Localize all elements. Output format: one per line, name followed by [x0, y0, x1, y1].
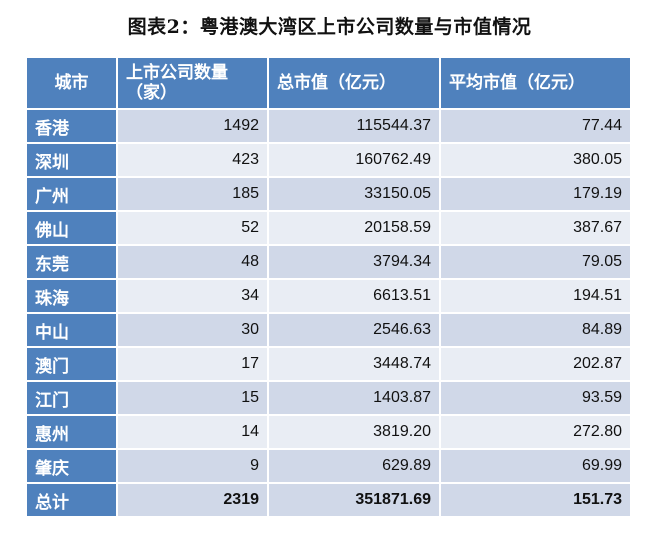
cell-total-market-value: 3794.34 [267, 244, 441, 280]
cell-city: 澳门 [25, 346, 118, 382]
table-row: 东莞 48 3794.34 79.05 [25, 244, 632, 280]
column-header-average-market-value: 平均市值（亿元） [439, 56, 632, 110]
table-row: 深圳 423 160762.49 380.05 [25, 142, 632, 178]
cell-city: 肇庆 [25, 448, 118, 484]
cell-average-market-value: 272.80 [439, 414, 632, 450]
cell-company-count: 48 [116, 244, 269, 280]
cell-city: 东莞 [25, 244, 118, 280]
cell-city: 江门 [25, 380, 118, 416]
cell-company-count: 1492 [116, 108, 269, 144]
column-header-company-count: 上市公司数量 （家） [116, 56, 269, 110]
table-row: 澳门 17 3448.74 202.87 [25, 346, 632, 382]
cell-average-market-value: 93.59 [439, 380, 632, 416]
cell-city: 中山 [25, 312, 118, 348]
figure-title: 图表2：粤港澳大湾区上市公司数量与市值情况 [127, 16, 532, 38]
cell-city: 佛山 [25, 210, 118, 246]
column-header-city: 城市 [25, 56, 118, 110]
table-header-row: 城市 上市公司数量 （家） 总市值（亿元） 平均市值（亿元） [25, 56, 632, 110]
table-row: 广州 185 33150.05 179.19 [25, 176, 632, 212]
cell-city: 香港 [25, 108, 118, 144]
cell-average-market-value: 77.44 [439, 108, 632, 144]
cell-total-market-value: 160762.49 [267, 142, 441, 178]
cell-city: 深圳 [25, 142, 118, 178]
total-cell-average-market-value: 151.73 [439, 482, 632, 518]
table-row: 肇庆 9 629.89 69.99 [25, 448, 632, 484]
cell-total-market-value: 1403.87 [267, 380, 441, 416]
cell-total-market-value: 115544.37 [267, 108, 441, 144]
cell-total-market-value: 2546.63 [267, 312, 441, 348]
cell-company-count: 9 [116, 448, 269, 484]
table-body: 香港 1492 115544.37 77.44 深圳 423 160762.49 380.05… [25, 108, 632, 518]
cell-city: 珠海 [25, 278, 118, 314]
cell-company-count: 14 [116, 414, 269, 450]
table-row: 珠海 34 6613.51 194.51 [25, 278, 632, 314]
cell-average-market-value: 179.19 [439, 176, 632, 212]
cell-company-count: 15 [116, 380, 269, 416]
cell-company-count: 423 [116, 142, 269, 178]
cell-average-market-value: 69.99 [439, 448, 632, 484]
total-cell-total-market-value: 351871.69 [267, 482, 441, 518]
market-cap-table: 城市 上市公司数量 （家） 总市值（亿元） 平均市值（亿元） 香港 1492 115… [25, 56, 632, 518]
cell-average-market-value: 79.05 [439, 244, 632, 280]
cell-average-market-value: 387.67 [439, 210, 632, 246]
cell-total-market-value: 3819.20 [267, 414, 441, 450]
table-row: 惠州 14 3819.20 272.80 [25, 414, 632, 450]
cell-city: 广州 [25, 176, 118, 212]
cell-average-market-value: 194.51 [439, 278, 632, 314]
table-total-row: 总计 2319 351871.69 151.73 [25, 482, 632, 518]
cell-company-count: 185 [116, 176, 269, 212]
cell-average-market-value: 380.05 [439, 142, 632, 178]
column-header-company-count-line2: （家） [126, 83, 177, 103]
cell-total-market-value: 3448.74 [267, 346, 441, 382]
column-header-total-market-value: 总市值（亿元） [267, 56, 441, 110]
cell-average-market-value: 84.89 [439, 312, 632, 348]
cell-city: 惠州 [25, 414, 118, 450]
cell-company-count: 34 [116, 278, 269, 314]
cell-total-market-value: 6613.51 [267, 278, 441, 314]
cell-total-market-value: 33150.05 [267, 176, 441, 212]
table-row: 佛山 52 20158.59 387.67 [25, 210, 632, 246]
cell-company-count: 30 [116, 312, 269, 348]
cell-company-count: 17 [116, 346, 269, 382]
table-row: 香港 1492 115544.37 77.44 [25, 108, 632, 144]
cell-total-market-value: 20158.59 [267, 210, 441, 246]
total-cell-company-count: 2319 [116, 482, 269, 518]
cell-total-market-value: 629.89 [267, 448, 441, 484]
table-row: 江门 15 1403.87 93.59 [25, 380, 632, 416]
cell-company-count: 52 [116, 210, 269, 246]
total-cell-city: 总计 [25, 482, 118, 518]
cell-average-market-value: 202.87 [439, 346, 632, 382]
table-row: 中山 30 2546.63 84.89 [25, 312, 632, 348]
column-header-company-count-line1: 上市公司数量 [126, 63, 228, 83]
